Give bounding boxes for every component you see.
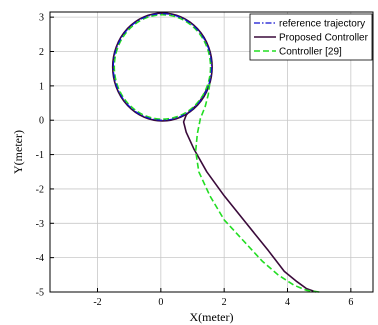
y-tick-label: 0 — [39, 116, 44, 127]
y-tick-label: -1 — [36, 150, 44, 161]
x-tick-label: -2 — [93, 297, 101, 308]
x-tick-label: 2 — [222, 297, 227, 308]
grid — [50, 12, 373, 293]
y-axis-label: Y(meter) — [11, 130, 25, 174]
series-circle-1 — [112, 13, 213, 121]
series-2 — [111, 12, 317, 293]
y-tick-label: -3 — [36, 219, 44, 230]
y-tick-label: 1 — [39, 81, 44, 92]
series-circle-2 — [111, 12, 213, 122]
legend-box — [249, 13, 373, 61]
series-3 — [113, 13, 320, 293]
series-group — [111, 12, 320, 293]
tick-group: -2 0 2 4 6 -5 -4 -3 -2 -1 0 1 2 3 — [36, 13, 354, 308]
legend: reference trajectory Proposed Controller C… — [249, 13, 373, 61]
y-tick-label: -2 — [36, 184, 44, 195]
series-circle-3 — [113, 13, 212, 120]
x-tick-label: 0 — [158, 297, 163, 308]
x-tick-label: 4 — [285, 297, 290, 308]
legend-entry: Proposed Controller — [279, 33, 369, 44]
y-tick-label: 3 — [39, 13, 44, 24]
series-path-3 — [194, 82, 320, 293]
x-axis-label: X(meter) — [190, 310, 234, 324]
legend-entry: reference trajectory — [279, 19, 365, 30]
y-tick-label: -4 — [36, 253, 44, 264]
series-1 — [112, 13, 213, 121]
plot-frame — [49, 11, 374, 293]
series-path-2 — [182, 85, 317, 293]
y-tick-label: 2 — [39, 47, 44, 58]
legend-entry: Controller [29] — [279, 47, 342, 58]
x-tick-label: 6 — [348, 297, 353, 308]
y-tick-label: -5 — [36, 288, 44, 299]
